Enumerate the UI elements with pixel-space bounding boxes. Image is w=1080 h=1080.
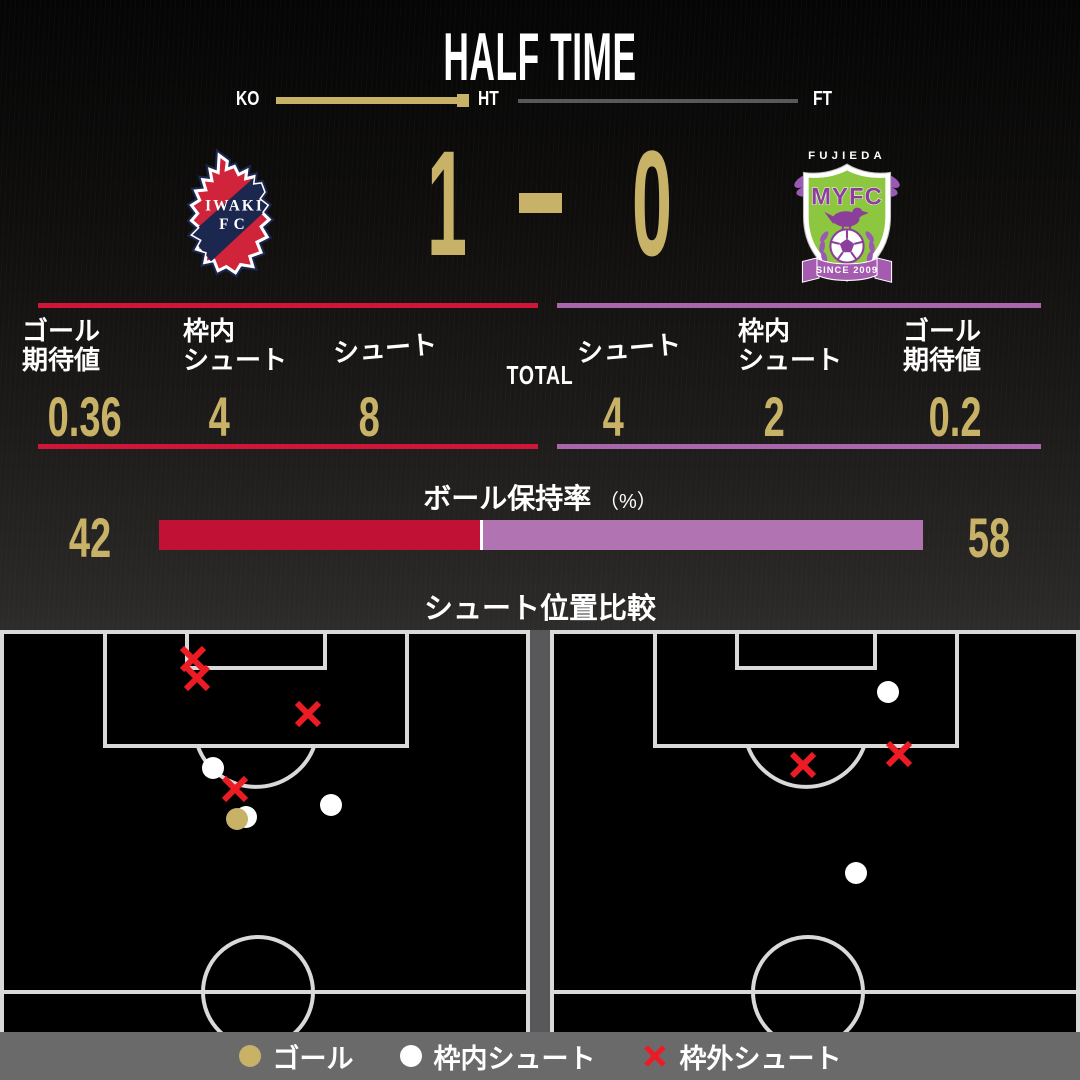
badge-soccer-ball: [829, 228, 865, 264]
shot-off-target-marker: [179, 645, 207, 673]
away-shot-pitch: [550, 630, 1080, 1032]
away-stats-rule-top: [557, 303, 1041, 308]
home-shots-on-target-label: 枠内 シュート: [183, 316, 288, 375]
timeline-progress-marker: [457, 94, 469, 107]
away-shots-on-target-label: 枠内 シュート: [738, 316, 843, 375]
timeline-remaining-bar: [518, 99, 798, 103]
on-target-dot-icon: [399, 1045, 422, 1067]
home-shot-markers: [179, 645, 342, 830]
away-badge-text-main: MYFC: [811, 184, 883, 211]
timeline-ht-label: HT: [478, 88, 499, 110]
score-separator: [518, 192, 562, 213]
timeline-ft-label: FT: [813, 88, 833, 110]
home-stats-rule-bottom: [38, 444, 538, 449]
home-shots-on-target-value: 4: [208, 385, 230, 448]
away-shots-on-target-value: 2: [763, 385, 785, 448]
score-away: 0: [631, 118, 672, 287]
timeline-elapsed-bar: [276, 97, 457, 104]
home-stats-rule-top: [38, 303, 538, 308]
legend-item-on-target: 枠内シュート: [399, 1037, 596, 1076]
shot-map-title: シュート位置比較: [423, 593, 657, 625]
possession-home-value: 42: [68, 506, 112, 569]
possession-away-fill: [482, 520, 923, 550]
possession-unit: （%）: [599, 491, 657, 513]
pitch-lines: [550, 630, 1080, 1032]
badge-bird: [824, 207, 869, 231]
home-shots-label: シュート: [331, 328, 439, 368]
home-shot-pitch: [0, 630, 530, 1032]
shot-off-target-marker: [221, 775, 249, 803]
away-badge-ribbon-text: SINCE 2009: [816, 265, 878, 275]
pitch-lines: [0, 630, 530, 1032]
away-shot-markers: [789, 681, 913, 884]
away-stats-rule-bottom: [557, 444, 1041, 449]
shot-on-target-marker: [202, 757, 224, 779]
score: 1 0: [0, 118, 1080, 287]
shot-on-target-marker: [877, 681, 899, 703]
off-target-x-icon: [643, 1045, 666, 1067]
home-team-badge-iwaki-fc-icon: IWAKI FC: [182, 147, 290, 285]
away-shots-label: シュート: [575, 328, 683, 368]
possession-away-value: 58: [967, 506, 1011, 569]
badge-laurel: [819, 231, 875, 264]
away-xg-label: ゴール 期待値: [903, 316, 982, 375]
home-badge-text-bottom: FC: [219, 216, 250, 233]
shot-off-target-marker: [294, 700, 322, 728]
possession-title: ボール保持率 （%）: [423, 483, 657, 514]
shot-map-section: [0, 630, 1080, 1032]
shot-off-target-marker: [183, 664, 211, 692]
home-shots-value: 8: [358, 385, 380, 448]
shot-off-target-marker: [789, 751, 817, 779]
shot-map-legend: ゴール 枠内シュート 枠外シュート: [0, 1032, 1080, 1080]
shot-off-target-marker: [885, 740, 913, 768]
possession-home-fill: [159, 520, 480, 550]
shot-on-target-marker: [320, 794, 342, 816]
home-badge-text-top: IWAKI: [205, 197, 264, 214]
legend-item-off-target: 枠外シュート: [642, 1037, 842, 1076]
badge-ribbon: SINCE 2009: [801, 256, 893, 283]
stats-total-label: TOTAL: [506, 360, 574, 390]
legend-item-goal: ゴール: [238, 1037, 354, 1076]
shot-goal-marker: [226, 808, 248, 830]
score-home: 1: [426, 118, 467, 287]
away-xg-value: 0.2: [928, 385, 982, 448]
possession-bar: [159, 520, 923, 550]
timeline-ko-label: KO: [236, 88, 260, 110]
shot-on-target-marker: [845, 862, 867, 884]
home-xg-value: 0.36: [47, 385, 122, 448]
home-xg-label: ゴール 期待値: [22, 316, 101, 375]
possession-divider: [479, 520, 483, 550]
away-shots-value: 4: [602, 385, 624, 448]
page-title: HALF TIME: [443, 19, 637, 95]
goal-dot-icon: [238, 1045, 261, 1067]
away-badge-text-top: FUJIEDA: [808, 150, 886, 162]
away-team-badge-fujieda-myfc-icon: FUJIEDA MYFC: [794, 150, 900, 283]
